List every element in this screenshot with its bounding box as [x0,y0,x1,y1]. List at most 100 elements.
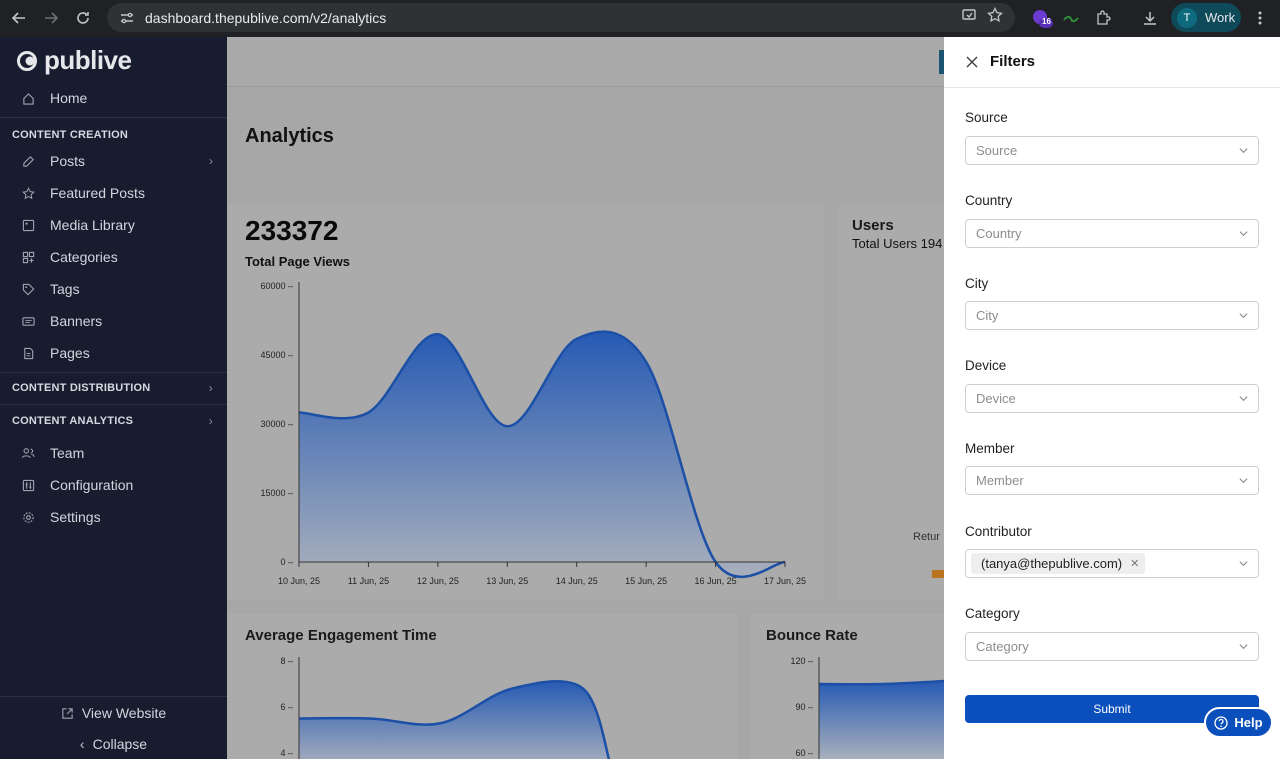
section-content-distribution[interactable]: CONTENT DISTRIBUTION › [0,373,227,403]
section-label: CONTENT ANALYTICS [12,415,134,427]
help-icon [1214,715,1229,730]
sidebar-item-label: Pages [50,345,90,361]
browser-menu-icon[interactable] [1246,4,1274,32]
sidebar-item-banners[interactable]: Banners [0,306,227,336]
back-arrow-icon[interactable] [3,2,35,34]
green-extension-icon[interactable] [1057,4,1085,32]
sidebar-item-categories[interactable]: Categories [0,242,227,272]
users-total: Total Users 194 [852,236,943,251]
chevron-down-icon [1239,478,1248,484]
help-button[interactable]: Help [1204,707,1273,738]
browser-toolbar: dashboard.thepublive.com/v2/analytics 16… [0,0,1280,37]
sidebar-item-label: Banners [50,313,103,329]
profile-label: Work [1205,10,1236,25]
sidebar-item-configuration[interactable]: Configuration [0,470,227,500]
member-label: Member [965,441,1015,456]
collapse-button[interactable]: ‹ Collapse [0,730,227,758]
chevron-down-icon [1239,231,1248,237]
chevron-down-icon [1239,396,1248,402]
source-label: Source [965,110,1008,125]
y-tick-label: 15000 – [260,488,293,498]
x-tick-label: 17 Jun, 25 [764,576,806,586]
sidebar-item-pages[interactable]: Pages [0,338,227,368]
y-tick-label: 45000 – [260,350,293,360]
bookmark-star-icon[interactable] [987,6,1003,28]
sidebar-divider [0,372,227,373]
help-label: Help [1234,715,1263,730]
address-bar[interactable]: dashboard.thepublive.com/v2/analytics [107,3,1015,32]
extensions-puzzle-icon[interactable] [1089,4,1117,32]
sidebar-item-settings[interactable]: Settings [0,502,227,532]
sidebar-item-label: Categories [50,249,118,265]
sidebar-item-label: Home [50,90,88,106]
x-tick-label: 11 Jun, 25 [348,576,389,586]
y-tick-label: 4 – [280,748,293,758]
sidebar-item-label: Posts [50,153,86,169]
source-select[interactable]: Source [965,136,1259,165]
series-area [299,681,611,759]
chevron-down-icon [1239,561,1248,567]
category-placeholder: Category [976,639,1029,654]
site-settings-icon[interactable] [113,11,141,25]
device-placeholder: Device [976,391,1016,406]
sidebar-item-posts[interactable]: Posts › [0,146,227,176]
series-line [298,680,611,759]
sidebar-item-label: Settings [50,509,101,525]
city-placeholder: City [976,308,999,323]
city-label: City [965,276,989,291]
sidebar-item-team[interactable]: Team [0,438,227,468]
tag-icon [20,281,36,297]
chip-remove-icon[interactable]: ✕ [1130,558,1140,570]
profile-avatar: T [1177,7,1197,28]
contributor-select[interactable]: (tanya@thepublive.com) ✕ [965,549,1259,578]
engagement-title: Average Engagement Time [245,627,437,644]
image-icon [20,217,36,233]
download-icon[interactable] [1136,4,1164,32]
edit-icon [20,153,36,169]
topbar-accent [939,50,947,74]
profile-button[interactable]: T Work [1171,3,1241,32]
chevron-right-icon: › [208,414,213,428]
total-page-views-label: Total Page Views [245,254,351,269]
section-content-creation[interactable]: CONTENT CREATION [0,120,227,150]
section-label: CONTENT DISTRIBUTION [12,382,151,394]
category-select[interactable]: Category [965,632,1259,661]
cast-icon[interactable] [961,7,977,28]
bounce-title: Bounce Rate [766,627,858,644]
extension-badge-count: 16 [1042,17,1051,26]
view-website-link[interactable]: View Website [0,699,227,727]
section-content-analytics[interactable]: CONTENT ANALYTICS › [0,406,227,436]
series-line [298,330,786,578]
close-icon[interactable] [964,54,980,70]
contributor-chip[interactable]: (tanya@thepublive.com) ✕ [971,553,1146,574]
chevron-left-icon: ‹ [79,736,85,752]
x-tick-label: 14 Jun, 25 [556,576,598,586]
section-label: CONTENT CREATION [12,129,129,141]
sidebar-divider [0,404,227,405]
device-select[interactable]: Device [965,384,1259,413]
city-select[interactable]: City [965,301,1259,330]
sidebar-divider [0,117,227,118]
series-area [299,331,785,577]
home-icon [20,90,36,106]
page-title: Analytics [245,125,334,147]
y-tick-label: 90 – [795,702,813,712]
x-tick-label: 16 Jun, 25 [695,576,737,586]
sidebar-item-media-library[interactable]: Media Library [0,210,227,240]
sidebar: publive Home CONTENT CREATION Posts › Fe… [0,37,227,759]
x-tick-label: 10 Jun, 25 [278,576,320,586]
sidebar-item-featured-posts[interactable]: Featured Posts [0,178,227,208]
country-select[interactable]: Country [965,219,1259,248]
users-legend-label: Retur [913,531,940,543]
team-icon [20,445,36,461]
sidebar-item-tags[interactable]: Tags [0,274,227,304]
y-tick-label: 8 – [280,656,293,666]
reload-icon[interactable] [67,2,99,34]
publive-logo[interactable]: publive [16,45,132,76]
forward-arrow-icon[interactable] [35,2,67,34]
extension-badge-icon[interactable]: 16 [1028,4,1056,32]
member-select[interactable]: Member [965,466,1259,495]
device-label: Device [965,358,1007,373]
sidebar-item-home[interactable]: Home [0,83,227,113]
view-website-label: View Website [81,705,167,721]
